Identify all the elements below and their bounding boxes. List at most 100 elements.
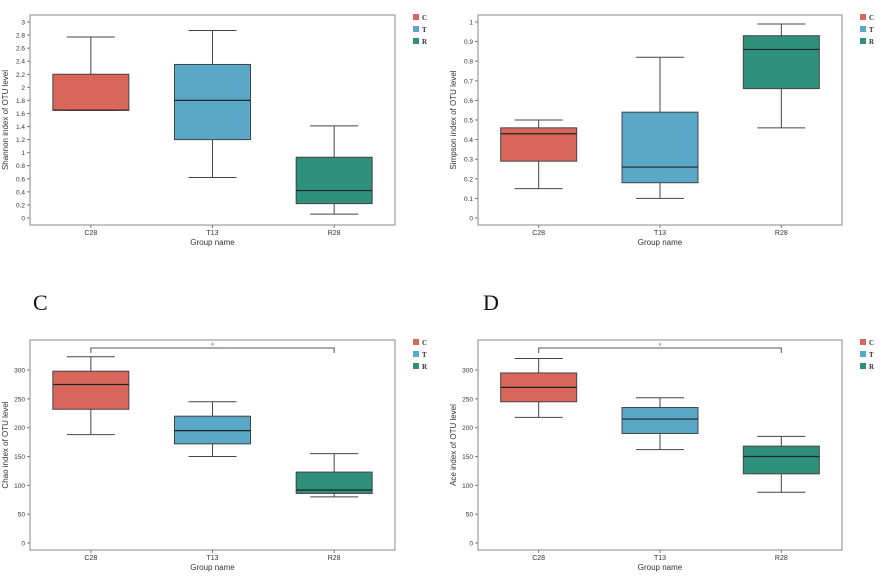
legend-swatch — [860, 38, 866, 44]
y-tick-label: 100 — [462, 483, 473, 490]
y-tick-label: 300 — [462, 368, 473, 375]
legend-swatch — [860, 26, 866, 32]
box-body — [295, 156, 373, 205]
x-axis-label: Group name — [190, 238, 235, 247]
legend-item-r: R — [413, 363, 428, 371]
legend-label: T — [869, 351, 874, 359]
legend-item-c: C — [860, 339, 874, 347]
box-r28 — [742, 435, 820, 493]
legend-label: R — [422, 363, 428, 371]
y-tick-label: 250 — [462, 396, 473, 403]
box-body — [295, 471, 373, 494]
box-body — [621, 111, 699, 184]
x-tick-label-c28: C28 — [532, 230, 545, 237]
y-tick-label: 50 — [466, 512, 474, 519]
box-r28 — [295, 453, 373, 498]
legend-swatch — [860, 351, 866, 357]
legend-label: C — [422, 14, 427, 22]
significance-marker: * — [658, 341, 662, 351]
significance-bracket — [90, 347, 335, 353]
y-tick-label: 0.2 — [464, 176, 473, 183]
y-tick-label: 150 — [14, 454, 25, 461]
y-tick-label: 2.2 — [16, 72, 25, 79]
chart-panel-1: 0 0.2 0.4 0.6 0.8 1 1.2 1.4 1.6 1.8 2 2.2 2.4 2.6 2.8 3… — [1, 14, 428, 247]
legend-label: R — [869, 363, 875, 371]
y-tick-label: 150 — [462, 454, 473, 461]
box-body — [500, 127, 578, 162]
box-c28 — [52, 356, 130, 436]
y-tick-label: 0.9 — [464, 39, 473, 46]
chart-panel-4: 0 50 100 150 200 250 300 Ace index of OTU level… — [449, 339, 875, 572]
legend-label: C — [422, 339, 427, 347]
y-tick-label: 1.2 — [16, 137, 25, 144]
x-tick-label-r28: R28 — [328, 230, 341, 237]
legend-swatch — [413, 38, 419, 44]
significance-marker: * — [211, 341, 215, 351]
y-tick-label: 1.6 — [16, 111, 25, 118]
box-body — [52, 370, 130, 410]
y-tick-label: 0.8 — [464, 59, 473, 66]
legend-label: T — [422, 26, 427, 34]
chart-panel-2: 0 0.1 0.2 0.3 0.4 0.5 0.6 0.7 0.8 0.9 1 Simpson ind… — [449, 14, 875, 247]
x-axis-label: Group name — [638, 563, 683, 572]
box-r28 — [742, 23, 820, 129]
legend-item-c: C — [413, 339, 427, 347]
box-r28 — [295, 125, 373, 215]
y-tick-label: 0.4 — [464, 137, 473, 144]
legend-swatch — [413, 26, 419, 32]
legend-label: C — [869, 339, 874, 347]
y-tick-label: 1.8 — [16, 98, 25, 105]
y-tick-label: 0.5 — [464, 118, 473, 125]
legend-swatch — [413, 363, 419, 369]
x-tick-label-t13: T13 — [206, 555, 218, 562]
x-tick-label-t13: T13 — [654, 230, 666, 237]
y-tick-label: 200 — [14, 425, 25, 432]
x-tick-label-c28: C28 — [84, 555, 97, 562]
box-body — [174, 63, 251, 141]
box-body — [621, 407, 699, 434]
y-axis-label: Chao index of OTU level — [1, 401, 10, 488]
y-tick-label: 1 — [469, 20, 473, 27]
legend-item-t: T — [860, 26, 874, 34]
y-tick-label: 0.6 — [16, 176, 25, 183]
legend-item-r: R — [860, 38, 875, 46]
legend-swatch — [860, 14, 866, 20]
y-tick-label: 0.4 — [16, 189, 25, 196]
legend-swatch — [860, 363, 866, 369]
y-tick-label: 0 — [469, 216, 473, 223]
y-tick-label: 0.8 — [16, 163, 25, 170]
box-t13 — [621, 397, 699, 451]
x-tick-label-r28: R28 — [775, 230, 788, 237]
legend-item-r: R — [860, 363, 875, 371]
x-axis-label: Group name — [638, 238, 683, 247]
legend-label: T — [422, 351, 427, 359]
box-t13 — [174, 29, 251, 178]
y-tick-label: 1.4 — [16, 124, 25, 131]
significance-bracket — [538, 347, 782, 353]
y-tick-label: 50 — [18, 512, 26, 519]
y-tick-label: 0 — [21, 541, 25, 548]
y-tick-label: 3 — [21, 20, 25, 27]
legend-item-r: R — [413, 38, 428, 46]
legend-swatch — [860, 339, 866, 345]
box-body — [742, 35, 820, 90]
y-tick-label: 2.4 — [16, 59, 25, 66]
box-t13 — [174, 401, 251, 458]
x-tick-label-t13: T13 — [206, 230, 218, 237]
legend-swatch — [413, 14, 419, 20]
y-axis-label: Simpson index of OTU level — [449, 70, 458, 169]
x-tick-label-c28: C28 — [532, 555, 545, 562]
legend-label: R — [422, 38, 428, 46]
y-axis-label: Shannon index of OTU level — [1, 70, 10, 170]
x-tick-label-r28: R28 — [775, 555, 788, 562]
x-tick-label-c28: C28 — [84, 230, 97, 237]
chart-panel-3: 0 50 100 150 200 250 300 Chao index of OTU leve… — [1, 339, 428, 572]
y-tick-label: 0 — [21, 216, 25, 223]
y-tick-label: 0.1 — [464, 196, 473, 203]
y-tick-label: 250 — [14, 396, 25, 403]
box-body — [742, 445, 820, 475]
y-tick-label: 300 — [14, 368, 25, 375]
y-tick-label: 0 — [469, 541, 473, 548]
box-c28 — [500, 119, 578, 190]
